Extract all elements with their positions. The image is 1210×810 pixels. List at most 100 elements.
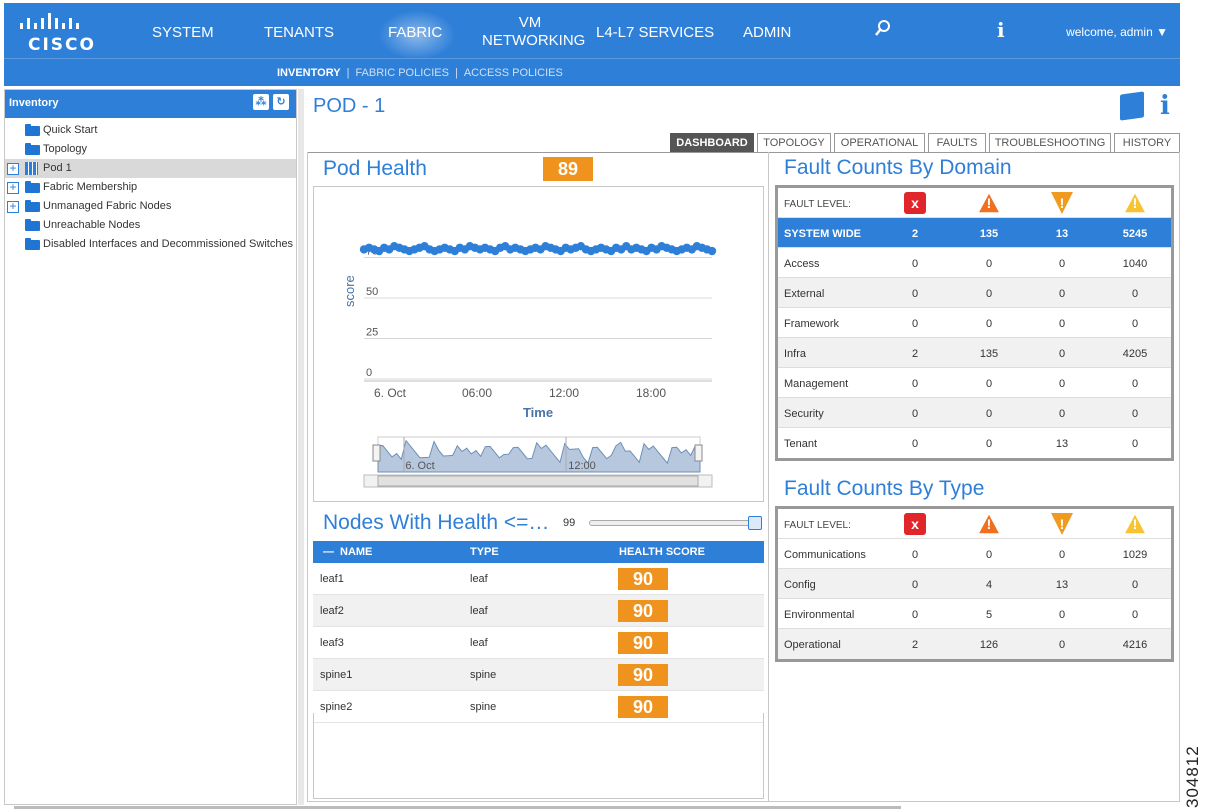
info-icon[interactable]: i: [997, 18, 1005, 42]
book-icon[interactable]: [1120, 91, 1144, 121]
sidebar-item-pod-1[interactable]: + Pod 1: [5, 159, 296, 178]
warning-count: 1040: [1122, 258, 1148, 270]
tools-icon[interactable]: ⁂: [253, 94, 269, 110]
row-label: Operational: [784, 639, 841, 651]
fault-row-access[interactable]: Access 0 0 0 1040: [778, 248, 1171, 278]
expand-icon[interactable]: +: [7, 181, 19, 194]
health-chart-svg: 0255075score6. Oct06:0012:0018:00Time6. …: [342, 241, 717, 488]
expand-icon[interactable]: +: [7, 200, 19, 213]
critical-count: 2: [911, 228, 919, 240]
table-header: — NAME TYPE HEALTH SCORE: [313, 541, 764, 563]
tab-dashboard[interactable]: DASHBOARD: [670, 133, 754, 153]
search-icon[interactable]: [874, 19, 892, 43]
node-name: spine2: [320, 701, 353, 713]
info-icon[interactable]: i: [1160, 91, 1170, 121]
fault-row-external[interactable]: External 0 0 0 0: [778, 278, 1171, 308]
node-type: leaf: [470, 637, 488, 649]
slider-handle[interactable]: [748, 516, 762, 530]
health-threshold-slider[interactable]: [589, 520, 759, 526]
navigator-series: [377, 439, 701, 473]
warning-count: 0: [1131, 438, 1139, 450]
subnav-inventory[interactable]: INVENTORY: [277, 67, 341, 79]
navigator-handle-left: [372, 444, 381, 462]
sidebar-item-unmanaged-fabric-nodes[interactable]: + Unmanaged Fabric Nodes: [5, 197, 296, 216]
data-point: [707, 246, 717, 256]
row-label: Tenant: [784, 438, 818, 450]
warning-count: 4205: [1122, 348, 1148, 360]
critical-count: 0: [911, 318, 919, 330]
splitter[interactable]: [298, 89, 304, 805]
pod-health-score: 89: [543, 157, 593, 181]
fault-row-operational[interactable]: Operational 2 126 0 4216: [778, 629, 1171, 659]
sidebar-item-fabric-membership[interactable]: + Fabric Membership: [5, 178, 296, 197]
tab-topology[interactable]: TOPOLOGY: [757, 133, 831, 153]
horizontal-scrollbar[interactable]: [14, 806, 901, 809]
fault-domain-table: FAULT LEVEL: x ! ! ! SYSTEM WIDE 2 135 1…: [775, 185, 1174, 461]
fault-row-framework[interactable]: Framework 0 0 0 0: [778, 308, 1171, 338]
y-axis-label: score: [342, 275, 357, 307]
nodes-health-title: Nodes With Health <=…: [323, 511, 550, 534]
major-count: 4: [985, 579, 993, 591]
nav-admin[interactable]: ADMIN: [743, 24, 792, 41]
refresh-icon[interactable]: ↻: [273, 94, 289, 110]
table-row[interactable]: leaf3 leaf 90: [313, 627, 764, 659]
minor-count: 13: [1055, 438, 1069, 450]
fault-row-tenant[interactable]: Tenant 0 0 13 0: [778, 428, 1171, 458]
nav-vm-networking[interactable]: VM NETWORKING: [482, 14, 586, 49]
col-name[interactable]: NAME: [340, 546, 373, 558]
sidebar-item-quick-start[interactable]: Quick Start: [5, 121, 296, 140]
navigator-scrollbar-thumb: [377, 475, 699, 487]
row-label: Communications: [784, 549, 866, 561]
system-wide-row[interactable]: SYSTEM WIDE 2 135 13 5245: [778, 218, 1171, 248]
node-name: spine1: [320, 669, 353, 681]
row-label: External: [784, 288, 825, 300]
sidebar-title: Inventory: [9, 97, 59, 109]
col-type[interactable]: TYPE: [470, 546, 499, 558]
node-name: leaf1: [320, 573, 344, 585]
nav-l4-l7-services[interactable]: L4-L7 SERVICES: [596, 24, 715, 41]
fault-level-label: FAULT LEVEL:: [784, 520, 851, 531]
subnav-access-policies[interactable]: ACCESS POLICIES: [463, 67, 563, 79]
nav-fabric[interactable]: FABRIC: [378, 10, 456, 60]
expand-icon[interactable]: +: [7, 162, 19, 175]
health-chart: 0255075score6. Oct06:0012:0018:00Time6. …: [313, 186, 764, 502]
subnav-fabric-policies[interactable]: FABRIC POLICIES: [355, 67, 449, 79]
nav-system[interactable]: SYSTEM: [152, 24, 214, 41]
major-count: 135: [979, 228, 999, 240]
fault-row-environmental[interactable]: Environmental 0 5 0 0: [778, 599, 1171, 629]
user-menu[interactable]: welcome, admin ▼: [1066, 25, 1168, 39]
node-health-badge: 90: [618, 664, 668, 686]
row-label: Access: [784, 258, 820, 270]
fault-row-management[interactable]: Management 0 0 0 0: [778, 368, 1171, 398]
major-count: 135: [979, 348, 999, 360]
nav-tenants[interactable]: TENANTS: [264, 24, 335, 41]
node-type: spine: [470, 701, 497, 713]
folder-icon: [25, 143, 40, 155]
fault-level-header: FAULT LEVEL: x ! ! !: [778, 188, 1171, 218]
table-row[interactable]: leaf1 leaf 90: [313, 563, 764, 595]
fault-row-security[interactable]: Security 0 0 0 0: [778, 398, 1171, 428]
fault-row-communications[interactable]: Communications 0 0 0 1029: [778, 539, 1171, 569]
nodes-table-empty-area: [313, 713, 764, 799]
fault-row-config[interactable]: Config 0 4 13 0: [778, 569, 1171, 599]
major-count: 0: [985, 258, 993, 270]
tab-operational[interactable]: OPERATIONAL: [834, 133, 925, 153]
sidebar-item-disabled-interfaces[interactable]: Disabled Interfaces and Decommissioned S…: [5, 235, 296, 254]
sort-icon[interactable]: —: [323, 546, 334, 558]
table-row[interactable]: spine1 spine 90: [313, 659, 764, 691]
tab-faults[interactable]: FAULTS: [928, 133, 986, 153]
sidebar-item-topology[interactable]: Topology: [5, 140, 296, 159]
critical-count: 0: [911, 549, 919, 561]
tab-troubleshooting[interactable]: TROUBLESHOOTING: [989, 133, 1111, 153]
fault-level-header: FAULT LEVEL: x ! ! !: [778, 509, 1171, 539]
col-health-score[interactable]: HEALTH SCORE: [619, 546, 705, 558]
critical-count: 0: [911, 258, 919, 270]
table-row[interactable]: spine2 spine 90: [313, 691, 764, 723]
node-health-badge: 90: [618, 696, 668, 718]
table-row[interactable]: leaf2 leaf 90: [313, 595, 764, 627]
sidebar-item-unreachable-nodes[interactable]: Unreachable Nodes: [5, 216, 296, 235]
minor-count: 0: [1058, 348, 1066, 360]
fault-row-infra[interactable]: Infra 2 135 0 4205: [778, 338, 1171, 368]
tab-history[interactable]: HISTORY: [1114, 133, 1180, 153]
sidebar-item-label: Unmanaged Fabric Nodes: [43, 200, 172, 212]
